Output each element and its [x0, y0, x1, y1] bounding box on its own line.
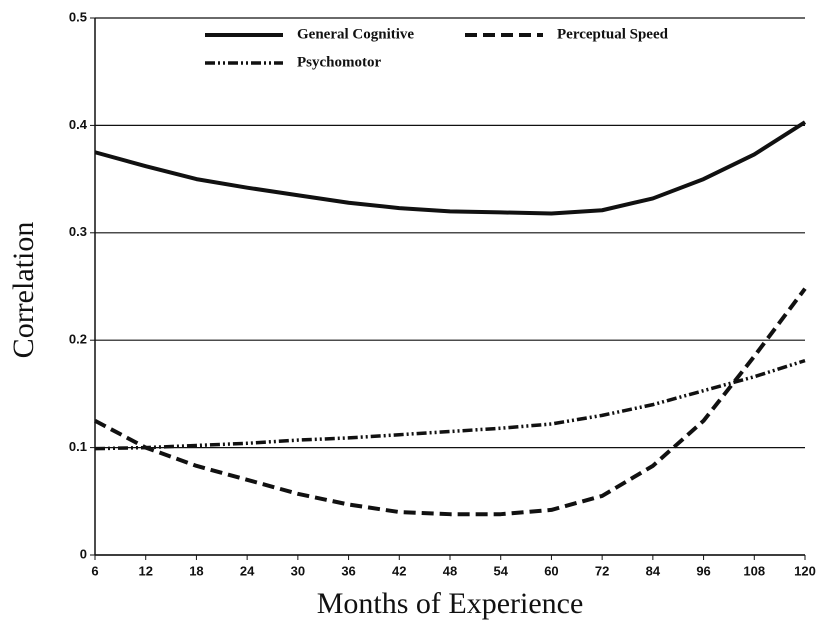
- series-line: [94, 120, 807, 216]
- series-line: [94, 358, 806, 451]
- y-tick-label: 0.5: [69, 9, 87, 24]
- x-axis-title: Months of Experience: [317, 587, 584, 620]
- x-tick-label: 6: [91, 563, 98, 578]
- x-tick-label: 48: [443, 563, 457, 578]
- x-tick-label: 72: [595, 563, 609, 578]
- y-tick-label: 0.2: [69, 332, 87, 347]
- y-tick-label: 0.3: [69, 224, 87, 239]
- y-tick-label: 0.4: [69, 117, 88, 132]
- x-tick-label: 96: [696, 563, 710, 578]
- x-tick-label: 12: [138, 563, 152, 578]
- x-tick-label: 18: [189, 563, 203, 578]
- x-tick-label: 24: [240, 563, 255, 578]
- legend-label: Psychomotor: [297, 54, 381, 70]
- y-axis-title: Correlation: [7, 222, 40, 359]
- x-tick-label: 30: [291, 563, 305, 578]
- x-tick-label: 60: [544, 563, 558, 578]
- y-tick-label: 0.1: [69, 439, 87, 454]
- x-tick-label: 84: [646, 563, 661, 578]
- y-tick-label: 0: [80, 546, 87, 561]
- x-tick-label: 120: [794, 563, 816, 578]
- x-tick-label: 42: [392, 563, 406, 578]
- x-tick-label: 54: [493, 563, 508, 578]
- x-tick-label: 108: [743, 563, 765, 578]
- legend-label: General Cognitive: [297, 26, 414, 42]
- x-tick-label: 36: [341, 563, 355, 578]
- series-line: [94, 287, 807, 517]
- legend-label: Perceptual Speed: [557, 26, 669, 42]
